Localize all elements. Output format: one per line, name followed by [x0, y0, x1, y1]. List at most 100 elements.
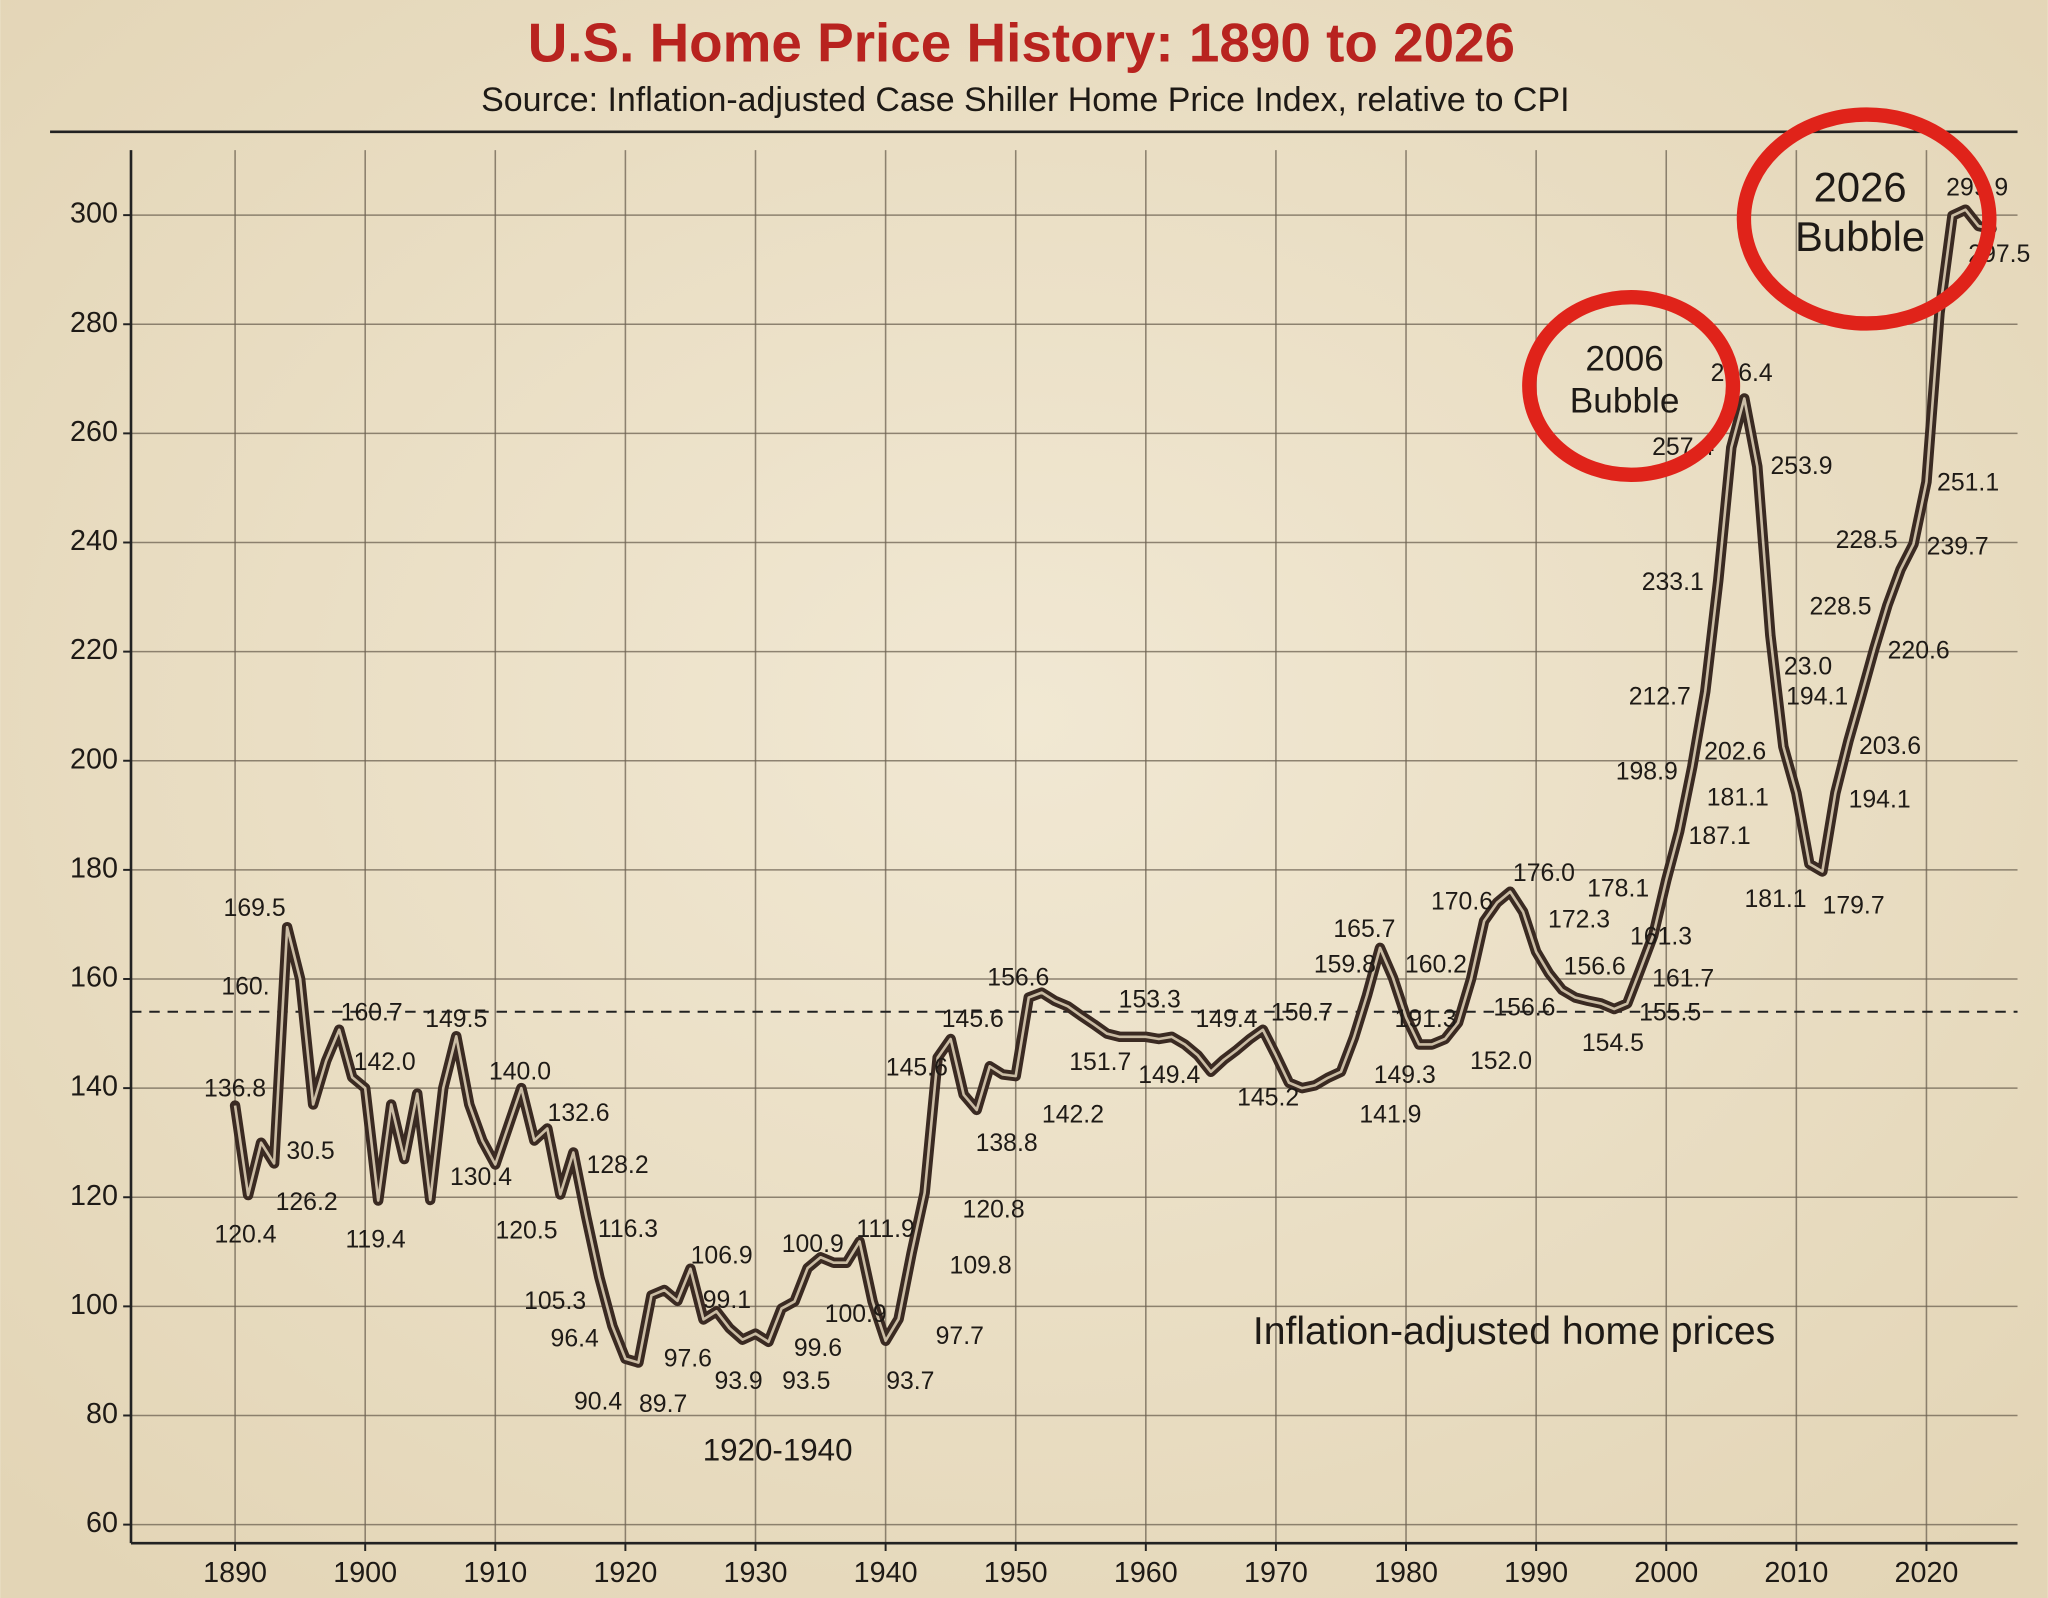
data-label: 90.4 — [574, 1388, 622, 1415]
x-tick-label: 1960 — [1114, 1557, 1178, 1589]
data-label: 151.7 — [1069, 1049, 1131, 1076]
y-tick-label: 180 — [70, 852, 118, 884]
chart-subtitle: Source: Inflation-adjusted Case Shiller … — [481, 81, 1569, 119]
data-label: 120.4 — [214, 1222, 276, 1249]
y-tick-label: 140 — [70, 1071, 118, 1103]
data-label: 89.7 — [639, 1391, 687, 1418]
x-tick-label: 1920 — [593, 1557, 657, 1589]
bubble-circle — [1522, 290, 1741, 482]
data-label: 100.9 — [825, 1301, 887, 1328]
data-label: 93.9 — [714, 1368, 762, 1395]
data-label: 126.2 — [276, 1189, 338, 1216]
data-label: 233.1 — [1642, 569, 1704, 596]
bubble-label: Bubble — [1795, 213, 1925, 260]
data-label: 161.3 — [1630, 924, 1692, 951]
data-label: 153.3 — [1119, 986, 1181, 1013]
data-label: 99.6 — [794, 1335, 842, 1362]
data-label: 93.7 — [886, 1368, 934, 1395]
bubble-label: 2006 — [1585, 340, 1663, 379]
x-tick-label: 1930 — [724, 1557, 788, 1589]
data-label: 138.8 — [976, 1130, 1038, 1157]
y-tick-label: 300 — [70, 198, 118, 230]
y-tick-label: 260 — [70, 416, 118, 448]
data-label: 239.7 — [1927, 534, 1989, 561]
data-label: 120.8 — [963, 1196, 1025, 1223]
y-tick-label: 200 — [70, 743, 118, 775]
data-label: 228.5 — [1836, 527, 1898, 554]
data-label: 179.7 — [1823, 893, 1885, 920]
data-label: 220.6 — [1888, 638, 1950, 665]
y-tick-label: 100 — [70, 1289, 118, 1321]
data-label: 97.7 — [936, 1323, 984, 1350]
x-tick-label: 1910 — [463, 1557, 527, 1589]
x-tick-label: 1890 — [203, 1557, 267, 1589]
data-label: 136.8 — [204, 1075, 266, 1102]
data-label: 155.5 — [1639, 999, 1701, 1026]
data-label: 181.1 — [1707, 784, 1769, 811]
data-label: 23.0 — [1784, 654, 1832, 681]
y-tick-label: 240 — [70, 525, 118, 557]
data-label: 130.4 — [450, 1164, 512, 1191]
data-label: 145.2 — [1237, 1085, 1299, 1112]
data-label: 111.9 — [856, 1216, 914, 1243]
data-label: 169.5 — [224, 895, 286, 922]
data-label: 145.6 — [942, 1006, 1004, 1033]
data-label: 187.1 — [1689, 823, 1751, 850]
data-label: 172.3 — [1548, 907, 1610, 934]
price-line-highlight — [233, 208, 1992, 1364]
data-label: 178.1 — [1587, 876, 1649, 903]
data-label: 149.4 — [1138, 1062, 1200, 1089]
data-label: 203.6 — [1859, 733, 1921, 760]
data-label: 160. — [221, 973, 269, 1000]
data-label: 149.5 — [425, 1006, 487, 1033]
annotation: 1920-1940 — [703, 1432, 853, 1467]
data-label: 156.6 — [1564, 954, 1626, 981]
data-label: 106.9 — [691, 1242, 753, 1269]
data-label: 154.5 — [1582, 1030, 1644, 1057]
data-label: 96.4 — [551, 1326, 599, 1353]
y-tick-label: 120 — [70, 1180, 118, 1212]
data-label: 156.6 — [1493, 995, 1555, 1022]
data-label: 152.0 — [1470, 1048, 1532, 1075]
y-tick-label: 160 — [70, 962, 118, 994]
y-tick-label: 60 — [86, 1507, 118, 1539]
x-tick-label: 1990 — [1504, 1557, 1568, 1589]
x-tick-label: 1970 — [1244, 1557, 1308, 1589]
data-label: 142.0 — [354, 1049, 416, 1076]
x-tick-label: 1980 — [1374, 1557, 1438, 1589]
data-label: 30.5 — [286, 1138, 334, 1165]
data-label: 116.3 — [598, 1216, 658, 1243]
data-label: 105.3 — [524, 1288, 586, 1315]
x-tick-label: 2020 — [1895, 1557, 1959, 1589]
bubble-label: Bubble — [1570, 381, 1680, 420]
data-label: 109.8 — [950, 1253, 1012, 1280]
data-label: 176.0 — [1513, 860, 1575, 887]
data-label: 202.6 — [1704, 739, 1766, 766]
data-label: 100.9 — [782, 1231, 844, 1258]
data-label: 160.2 — [1405, 951, 1467, 978]
data-label: 140.0 — [489, 1058, 551, 1085]
data-label: 194.1 — [1849, 787, 1911, 814]
data-label: 156.6 — [987, 965, 1049, 992]
data-label: 198.9 — [1616, 758, 1678, 785]
plot: 60 80 100 120 140 160 180 200 220 240 260 280 300 189… — [70, 107, 2030, 1589]
annotation: Inflation-adjusted home prices — [1253, 1310, 1775, 1353]
data-label: 99.1 — [703, 1287, 751, 1314]
bubble-circle — [1736, 107, 1997, 331]
data-label: 228.5 — [1810, 594, 1872, 621]
data-label: 159.8 — [1314, 951, 1376, 978]
data-label: 266.4 — [1711, 360, 1773, 387]
data-label: 160.7 — [341, 999, 403, 1026]
data-label: 253.9 — [1771, 453, 1833, 480]
data-label: 194.1 — [1786, 684, 1848, 711]
data-label: 128.2 — [587, 1152, 649, 1179]
y-tick-label: 220 — [70, 634, 118, 666]
data-label: 170.6 — [1431, 889, 1493, 916]
x-tick-label: 2000 — [1634, 1557, 1698, 1589]
x-tick-label: 1900 — [333, 1557, 397, 1589]
y-tick-label: 80 — [86, 1398, 118, 1430]
data-label: 161.7 — [1652, 966, 1714, 993]
